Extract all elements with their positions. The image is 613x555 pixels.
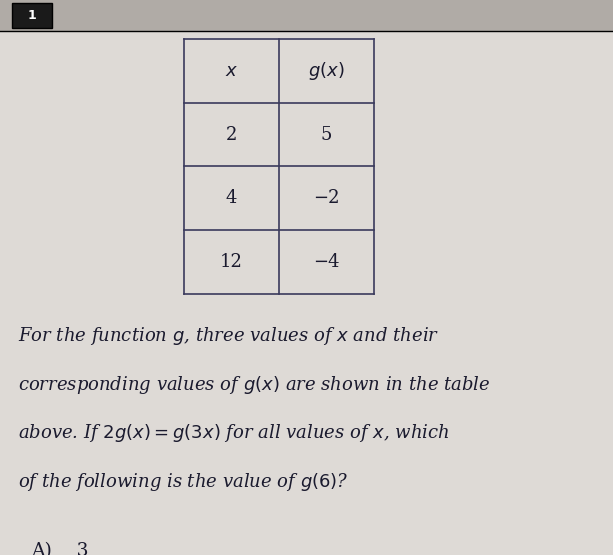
Text: $g(x)$: $g(x)$ (308, 60, 345, 82)
Text: $x$: $x$ (225, 62, 238, 80)
Text: 4: 4 (226, 189, 237, 208)
Text: A)  3: A) 3 (31, 542, 88, 555)
Text: 2: 2 (226, 125, 237, 144)
Text: −2: −2 (313, 189, 340, 208)
Text: For the function $g$, three values of $x$ and their: For the function $g$, three values of $x… (18, 325, 440, 347)
Text: −4: −4 (313, 253, 340, 271)
FancyBboxPatch shape (0, 0, 613, 31)
Text: 5: 5 (321, 125, 332, 144)
Text: 12: 12 (220, 253, 243, 271)
Text: of the following is the value of $g(6)$?: of the following is the value of $g(6)$? (18, 471, 349, 493)
Text: 1: 1 (28, 9, 37, 22)
Text: above. If $2g(x) = g(3x)$ for all values of $x$, which: above. If $2g(x) = g(3x)$ for all values… (18, 422, 450, 445)
Text: corresponding values of $g(x)$ are shown in the table: corresponding values of $g(x)$ are shown… (18, 374, 491, 396)
FancyBboxPatch shape (12, 3, 52, 28)
